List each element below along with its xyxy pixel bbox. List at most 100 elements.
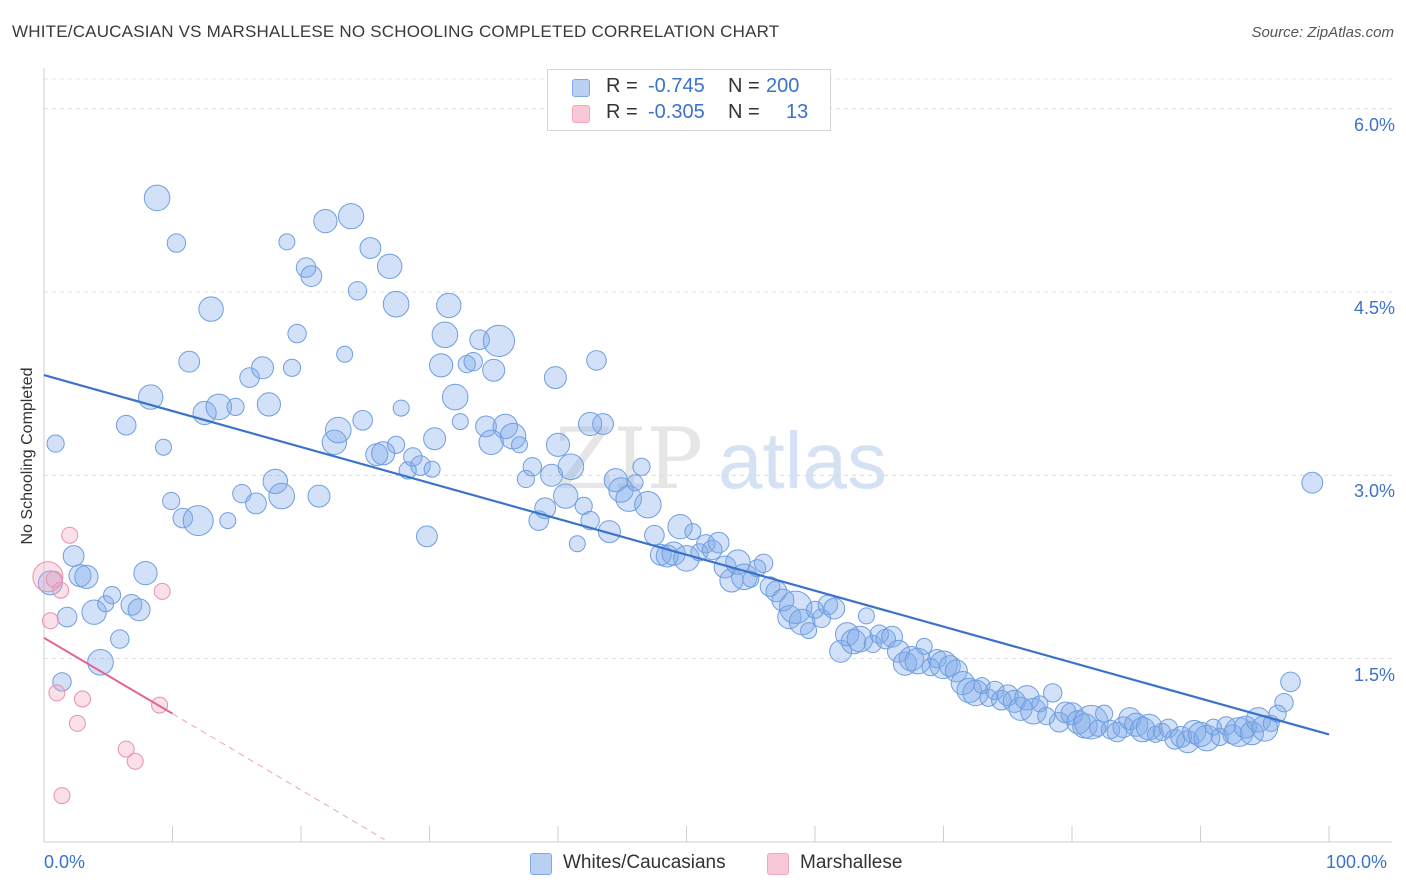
whites-point (377, 253, 403, 279)
whites-point (103, 586, 122, 605)
whites-point (410, 455, 431, 476)
y-tick-label-0: 1.5% (1354, 664, 1396, 685)
whites-point (701, 539, 723, 561)
whites-point (1152, 722, 1172, 742)
r-label: R = (606, 101, 638, 123)
whites-point (580, 510, 600, 531)
whites-point (1043, 683, 1063, 703)
whites-point (239, 367, 260, 388)
whites-point (436, 292, 462, 319)
marshallese-point (45, 570, 63, 588)
marshallese-point (126, 752, 144, 770)
marshallese-trend-line (43, 637, 174, 715)
whites-point (416, 525, 438, 548)
whites-point (578, 411, 603, 437)
marshallese-point (48, 684, 66, 702)
whites-point (46, 434, 65, 453)
whites-point (1224, 717, 1254, 747)
whites-point (634, 491, 662, 519)
marshallese-point (52, 581, 70, 599)
whites-point (87, 649, 114, 676)
whites-point (1274, 693, 1294, 713)
whites-point (198, 296, 224, 322)
whites-point (403, 447, 423, 467)
marshallese-point (41, 612, 59, 630)
whites-point (929, 650, 958, 680)
whites-point (540, 463, 564, 487)
whites-point (307, 484, 331, 508)
whites-point (863, 634, 882, 654)
whites-point (382, 290, 410, 318)
whites-point (753, 553, 774, 573)
whites-point (1095, 704, 1114, 723)
whites-point (478, 429, 504, 455)
whites-point (338, 203, 365, 230)
whites-point (1301, 471, 1324, 494)
y-tick-label-3: 6.0% (1354, 114, 1396, 135)
whites-point (1222, 724, 1243, 745)
whites-point (325, 416, 352, 444)
watermark: ZIP atlas (555, 410, 887, 508)
whites-legend-label: Whites/Caucasians (563, 852, 726, 873)
whites-point (463, 352, 483, 372)
whites-point (127, 598, 151, 622)
r-label: R = (606, 75, 638, 97)
watermark-atlas: atlas (718, 416, 887, 505)
whites-point (779, 590, 813, 624)
source-label: Source: ZipAtlas.com (1251, 24, 1394, 41)
whites-point (268, 482, 296, 510)
marshallese-trend-extension (172, 713, 385, 840)
trend-lines (43, 374, 1330, 840)
whites-point (143, 184, 171, 212)
whites-point (155, 438, 172, 456)
marshallese-point (153, 582, 171, 600)
whites-point (262, 468, 288, 495)
whites-point (944, 659, 968, 683)
n-label: N = (728, 75, 760, 97)
whites-point (423, 460, 441, 478)
whites-point (245, 492, 267, 515)
whites-point (226, 397, 245, 416)
marshallese-point (61, 526, 79, 544)
whites-point (586, 350, 607, 371)
whites-point (881, 625, 903, 648)
whites-point (759, 576, 781, 597)
whites-point (597, 520, 621, 544)
whites-point (336, 345, 354, 363)
whites-point (568, 535, 586, 553)
whites-point (1074, 704, 1109, 740)
whites-point (553, 483, 579, 509)
whites-point (115, 414, 137, 436)
marshallese-legend-label: Marshallese (800, 852, 903, 873)
x-tick-min: 0.0% (44, 852, 86, 872)
n-value: 13 (786, 101, 809, 123)
marshallese-legend-swatch (767, 853, 789, 875)
whites-point (392, 399, 410, 417)
whites-swatch (572, 79, 590, 97)
whites-point (120, 594, 143, 616)
marshallese-point (74, 690, 91, 708)
whites-point (451, 413, 469, 431)
whites-point (162, 491, 181, 511)
watermark-zip: ZIP (555, 410, 703, 508)
whites-point (256, 392, 281, 417)
whites-point (287, 323, 307, 344)
whites-point (516, 469, 536, 489)
whites-point (626, 474, 644, 492)
whites-point (56, 606, 78, 628)
whites-point (475, 415, 497, 438)
stats-row-whites: R = -0.745 N = 200 (548, 75, 830, 101)
whites-point (251, 356, 274, 380)
whites-point (543, 366, 567, 390)
y-tick-label-2: 4.5% (1354, 298, 1396, 318)
whites-point (592, 413, 614, 435)
whites-point (431, 321, 459, 349)
chart-title: WHITE/CAUCASIAN VS MARSHALLESE NO SCHOOL… (12, 22, 780, 41)
r-value: -0.745 (648, 75, 705, 97)
whites-point (667, 514, 693, 540)
whites-point (359, 237, 382, 259)
whites-point (632, 457, 651, 476)
n-value: 200 (766, 75, 800, 97)
whites-point (545, 432, 571, 457)
